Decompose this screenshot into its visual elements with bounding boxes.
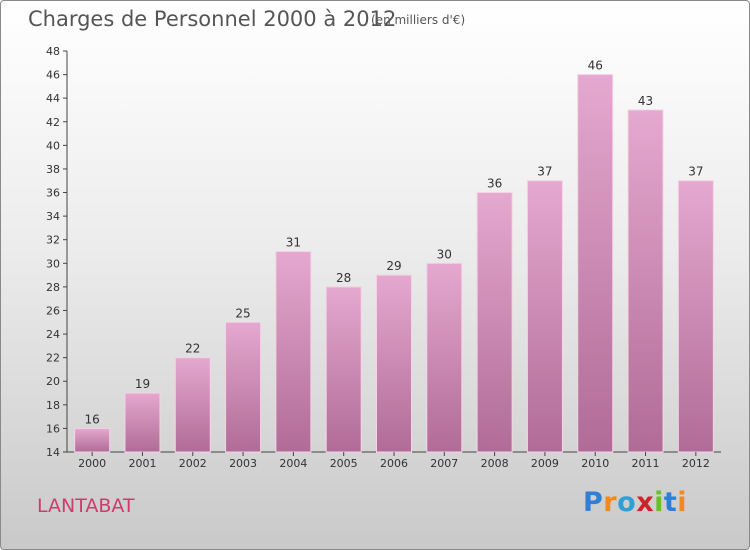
bar-value-label: 25	[235, 306, 250, 320]
bar-2012	[677, 180, 714, 453]
bar-value-label: 31	[286, 236, 301, 250]
bar-value-label: 29	[386, 259, 401, 273]
y-tick-label: 22	[46, 352, 60, 365]
bar-value-label: 36	[487, 177, 502, 191]
logo-letter: i	[654, 487, 664, 518]
logo-letter: P	[583, 487, 604, 518]
y-tick-label: 14	[46, 446, 60, 459]
logo-letter: o	[617, 487, 637, 518]
x-tick-label: 2004	[279, 457, 307, 470]
proxiti-logo[interactable]: Proxiti	[583, 487, 687, 518]
x-tick-label: 2007	[430, 457, 458, 470]
x-tick-label: 2006	[380, 457, 408, 470]
commune-name: LANTABAT	[37, 495, 135, 517]
bar-2003	[225, 321, 262, 453]
x-tick-label: 2000	[78, 457, 106, 470]
bar-2010	[577, 74, 614, 453]
bar-2008	[476, 192, 513, 453]
chart-title: Charges de Personnel 2000 à 2012	[28, 7, 397, 31]
bar-value-label: 30	[437, 247, 452, 261]
y-tick-label: 44	[46, 92, 60, 105]
y-tick-label: 20	[46, 375, 60, 388]
x-tick-label: 2012	[682, 457, 710, 470]
y-tick-label: 18	[46, 399, 60, 412]
bar-2002	[174, 357, 211, 453]
bar-value-label: 19	[135, 377, 150, 391]
bar-value-label: 37	[688, 165, 703, 179]
y-tick-label: 40	[46, 139, 60, 152]
x-tick-label: 2009	[531, 457, 559, 470]
x-tick-label: 2005	[330, 457, 358, 470]
x-tick-label: 2003	[229, 457, 257, 470]
bar-value-label: 37	[537, 165, 552, 179]
bar-2011	[627, 109, 664, 453]
y-tick-label: 30	[46, 257, 60, 270]
y-tick-label: 36	[46, 187, 60, 200]
y-tick-label: 26	[46, 304, 60, 317]
y-tick-label: 48	[46, 45, 60, 58]
bar-value-label: 22	[185, 342, 200, 356]
y-tick-label: 38	[46, 163, 60, 176]
bar-2004	[275, 251, 312, 453]
chart-subtitle: (en milliers d'€)	[371, 13, 466, 27]
y-tick-label: 42	[46, 116, 60, 129]
bar-value-label: 43	[638, 94, 653, 108]
logo-letter: i	[677, 487, 688, 518]
bar-2007	[426, 262, 463, 453]
bar-2009	[526, 180, 563, 453]
x-tick-label: 2010	[581, 457, 609, 470]
x-tick-label: 2008	[481, 457, 509, 470]
bar-2000	[74, 427, 111, 453]
logo-letter: t	[663, 487, 678, 518]
bar-2005	[325, 286, 362, 453]
bar-value-label: 46	[588, 59, 603, 73]
bar-value-label: 16	[85, 412, 100, 426]
y-tick-label: 24	[46, 328, 60, 341]
logo-letter: r	[603, 487, 618, 518]
logo-letter: x	[636, 487, 655, 518]
y-tick-label: 32	[46, 234, 60, 247]
y-tick-label: 28	[46, 281, 60, 294]
bar-2001	[124, 392, 161, 453]
bar-value-label: 28	[336, 271, 351, 285]
bar-2006	[376, 274, 412, 453]
x-tick-label: 2002	[179, 457, 207, 470]
x-tick-label: 2001	[128, 457, 156, 470]
x-tick-label: 2011	[632, 457, 660, 470]
y-tick-label: 46	[46, 69, 60, 82]
y-tick-label: 16	[46, 422, 60, 435]
y-tick-label: 34	[46, 210, 60, 223]
